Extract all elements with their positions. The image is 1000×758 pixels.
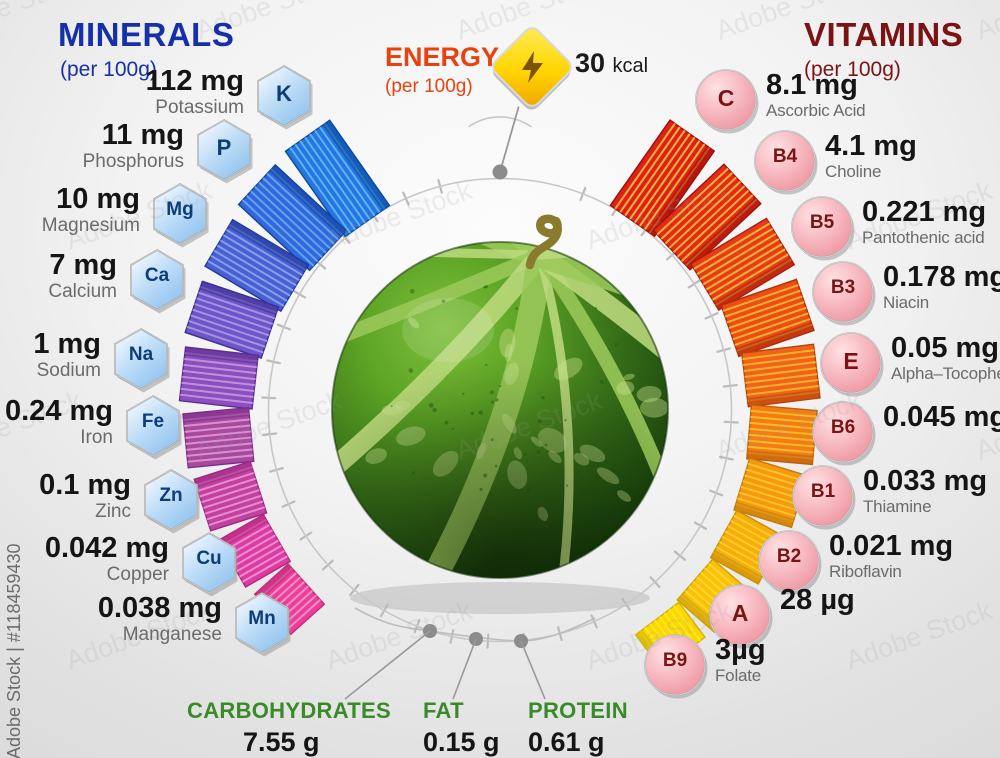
svg-text:Adobe Stock: Adobe Stock [842,595,997,676]
svg-text:Adobe Stock: Adobe Stock [972,0,1000,46]
